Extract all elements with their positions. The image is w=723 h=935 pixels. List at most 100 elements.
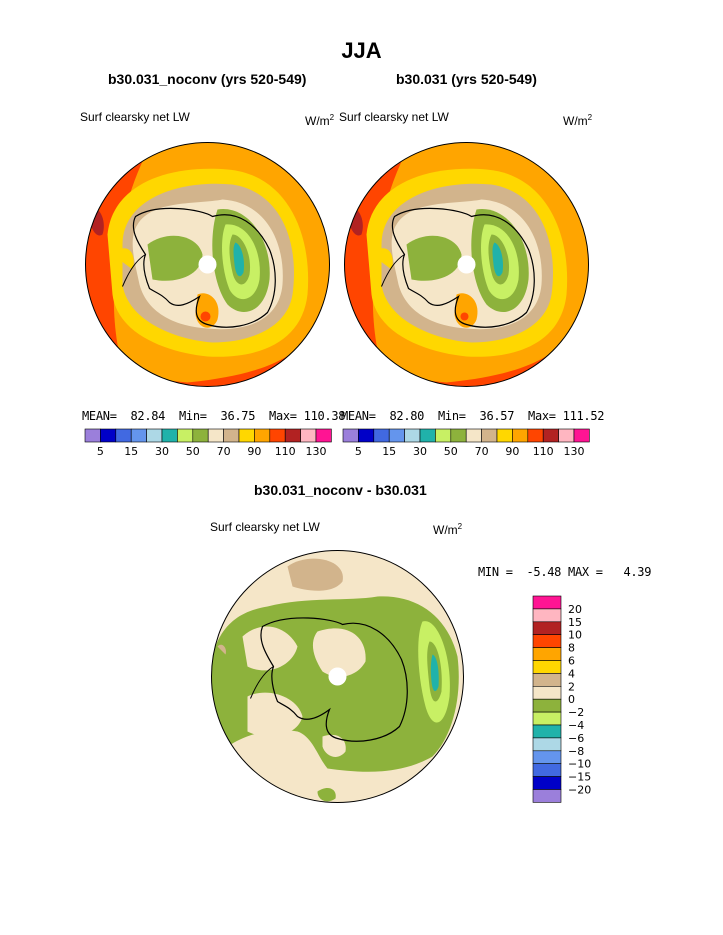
colorbar-diff-swatch	[532, 737, 562, 752]
map-left	[85, 142, 330, 387]
map-right	[344, 142, 589, 387]
colorbar-left-swatch	[254, 428, 271, 443]
colorbar-left-tick-label: 50	[186, 445, 200, 458]
colorbar-right-swatch	[388, 428, 405, 443]
diff-units: W/m2	[433, 522, 463, 537]
colorbar-diff-swatch	[532, 686, 562, 700]
map-diff-fill	[211, 550, 464, 803]
colorbar-diff-swatch	[532, 698, 562, 713]
colorbar-right-tick-label: 15	[382, 445, 396, 458]
colorbar-right-swatch	[481, 428, 498, 443]
colorbar-diff-swatch	[532, 724, 562, 739]
colorbar-left-swatch	[223, 428, 240, 443]
colorbar-right-swatch	[465, 428, 482, 443]
colorbar-right-swatch	[373, 428, 390, 443]
colorbar-right-tick-label: 130	[564, 445, 585, 458]
colorbar-right-tick-label: 50	[444, 445, 458, 458]
colorbar-left-swatch	[177, 428, 194, 443]
panel-right-units: W/m2	[563, 113, 593, 128]
colorbar-diff-tick-label: −2	[568, 706, 584, 719]
colorbar-right-swatch	[435, 428, 452, 443]
colorbar-left-tick-label: 90	[247, 445, 261, 458]
colorbar-right-swatch	[342, 428, 359, 443]
colorbar-diff-swatch	[532, 750, 562, 765]
colorbar-right-tick-label: 70	[475, 445, 489, 458]
colorbar-right-swatch	[542, 428, 559, 443]
colorbar-diff-tick-label: 10	[568, 629, 582, 642]
colorbar-left-tick-label: 110	[275, 445, 296, 458]
colorbar-diff-tick-label: −15	[568, 771, 591, 784]
colorbar-left-swatch	[238, 428, 255, 443]
colorbar-right-swatch	[573, 428, 590, 443]
diff-field: Surf clearsky net LW	[210, 520, 320, 534]
colorbar-diff-tick-label: −8	[568, 745, 584, 758]
colorbar-diff-swatch	[532, 595, 562, 610]
colorbar-diff-swatch	[532, 789, 562, 803]
colorbar-diff-tick-label: −10	[568, 758, 591, 771]
colorbar-diff-tick-label: 2	[568, 680, 575, 693]
colorbar-left-swatch	[161, 428, 178, 443]
colorbar-diff-swatch	[532, 608, 562, 623]
colorbar-right-swatch	[358, 428, 375, 443]
colorbar-left-tick-label: 130	[306, 445, 327, 458]
season-title: JJA	[341, 38, 382, 63]
colorbar-left-swatch	[146, 428, 163, 443]
colorbar-left-tick-label: 70	[217, 445, 231, 458]
map-right-fill	[344, 142, 589, 387]
colorbar-diff-swatch	[532, 673, 562, 687]
colorbar-diff-swatch	[532, 711, 562, 726]
colorbar-diff-tick-label: −6	[568, 732, 584, 745]
colorbar-diff-tick-label: 20	[568, 603, 582, 616]
colorbar-left-swatch	[100, 428, 117, 443]
colorbar-right-tick-label: 30	[413, 445, 427, 458]
colorbar-left: 5 15 30 50 70 90 110 130	[84, 428, 332, 458]
colorbar-left-swatch	[192, 428, 209, 443]
colorbar-right: 5 15 30 50 70 90 110 130	[342, 428, 590, 458]
colorbar-right-swatch	[450, 428, 467, 443]
colorbar-left-swatch	[269, 428, 286, 443]
colorbar-left-swatch	[300, 428, 317, 443]
colorbar-left-tick-label: 15	[124, 445, 138, 458]
colorbar-right-tick-label: 90	[505, 445, 519, 458]
colorbar-diff-swatch	[532, 621, 562, 635]
colorbar-left-swatch	[207, 428, 224, 443]
colorbar-right-swatch	[496, 428, 513, 443]
colorbar-left-swatch	[115, 428, 132, 443]
colorbar-diff-swatch	[532, 660, 562, 674]
colorbar-right-swatch	[419, 428, 436, 443]
colorbar-diff-tick-label: −20	[568, 784, 591, 797]
diff-title: b30.031_noconv - b30.031	[254, 482, 427, 498]
colorbar-right-swatch	[512, 428, 529, 443]
colorbar-right-swatch	[404, 428, 421, 443]
colorbar-diff-swatch	[532, 647, 562, 661]
panel-right-stats: MEAN= 82.80 Min= 36.57 Max= 111.52	[341, 409, 605, 423]
panel-left-title: b30.031_noconv (yrs 520-549)	[108, 71, 307, 87]
colorbar-left-tick-label: 5	[97, 445, 104, 458]
diff-stats: MIN = -5.48 MAX = 4.39	[478, 565, 652, 579]
colorbar-diff-tick-label: 6	[568, 655, 575, 668]
panel-left-units: W/m2	[305, 113, 335, 128]
colorbar-diff-tick-label: −4	[568, 719, 584, 732]
colorbar-right-tick-label: 110	[533, 445, 554, 458]
colorbar-left-tick-label: 30	[155, 445, 169, 458]
panel-right-field: Surf clearsky net LW	[339, 110, 449, 124]
colorbar-left-swatch	[284, 428, 301, 443]
colorbar-right-swatch	[558, 428, 575, 443]
colorbar-diff-tick-label: 8	[568, 642, 575, 655]
panel-left-stats: MEAN= 82.84 Min= 36.75 Max= 110.38	[82, 409, 346, 423]
colorbar-right-swatch	[527, 428, 544, 443]
colorbar-diff-swatch	[532, 776, 562, 790]
colorbar-left-swatch	[315, 428, 332, 443]
colorbar-left-swatch	[130, 428, 147, 443]
colorbar-diff-tick-label: 0	[568, 693, 575, 706]
colorbar-diff-tick-label: 15	[568, 616, 582, 629]
map-diff	[211, 550, 464, 803]
colorbar-diff-tick-label: 4	[568, 667, 575, 680]
panel-right-title: b30.031 (yrs 520-549)	[396, 71, 537, 87]
colorbar-diff-swatch	[532, 634, 562, 648]
map-left-fill	[85, 142, 330, 387]
colorbar-diff-swatch	[532, 763, 562, 777]
colorbar-right-tick-label: 5	[355, 445, 362, 458]
colorbar-left-swatch	[84, 428, 101, 443]
